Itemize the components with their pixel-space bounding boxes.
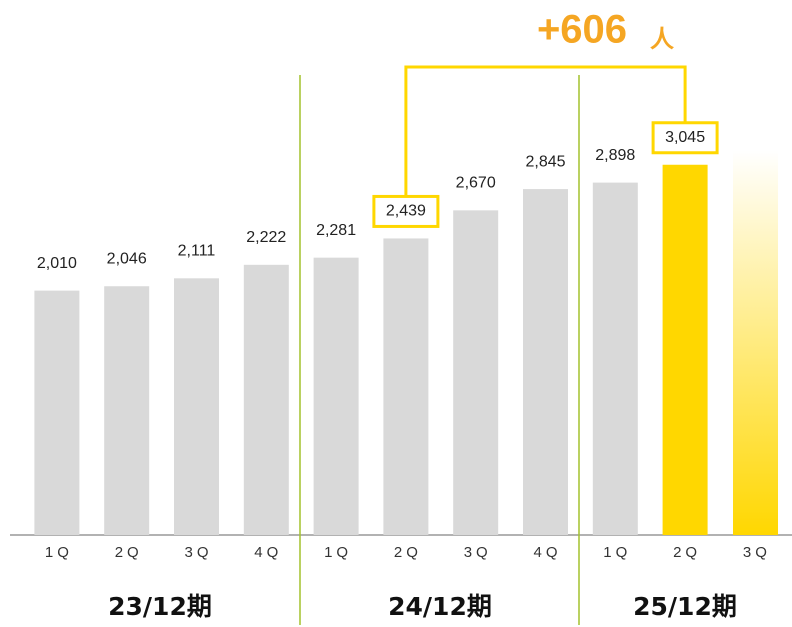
x-tick-label: 1Q [45, 544, 73, 561]
value-label: 2,281 [316, 222, 356, 239]
x-tick-label: 3Q [184, 544, 212, 561]
x-tick-label: 2Q [673, 544, 701, 561]
bar [34, 290, 80, 535]
bracket [404, 65, 687, 197]
value-label: 2,845 [525, 153, 565, 170]
annotation: +606 [537, 8, 627, 52]
x-tick-label: 2Q [394, 544, 422, 561]
value-label: 3,045 [665, 129, 705, 146]
group-label: 25/12期 [633, 592, 737, 621]
bar [174, 278, 219, 535]
group-label: 23/12期 [108, 592, 212, 621]
bar [313, 257, 359, 535]
annotation-unit: 人 [650, 25, 674, 53]
bar [453, 210, 499, 535]
value-label: 2,010 [37, 255, 77, 272]
forecast-bar [733, 150, 778, 535]
group-label: 24/12期 [388, 592, 492, 621]
x-tick-label: 2Q [115, 544, 143, 561]
x-tick-label: 3Q [743, 544, 771, 561]
x-tick-label: 4Q [533, 544, 561, 561]
bar [523, 189, 568, 536]
x-tick-label: 4Q [254, 544, 282, 561]
bar [383, 238, 429, 536]
bar [662, 164, 708, 535]
value-label: 2,439 [386, 203, 426, 220]
value-label: 2,046 [107, 250, 147, 267]
value-label: 2,670 [456, 175, 496, 192]
bar [104, 286, 150, 535]
value-label: 2,111 [178, 243, 216, 260]
x-tick-label: 1Q [603, 544, 631, 561]
value-label: 2,898 [595, 147, 635, 164]
value-label: 2,222 [246, 229, 286, 246]
x-tick-label: 3Q [464, 544, 492, 561]
bar [592, 182, 638, 535]
bar [243, 264, 289, 535]
x-tick-label: 1Q [324, 544, 352, 561]
